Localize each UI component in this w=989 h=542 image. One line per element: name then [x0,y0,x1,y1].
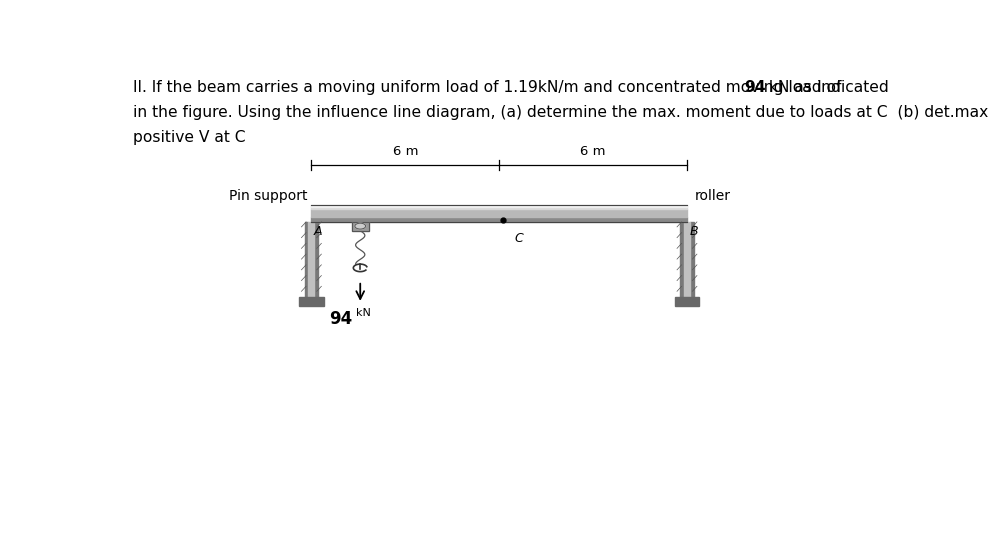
Bar [312,205,687,209]
Bar [312,217,687,222]
Text: Pin support: Pin support [229,189,308,203]
Bar [299,296,323,306]
Bar [309,222,315,296]
Bar [315,222,318,296]
Text: 6 m: 6 m [581,145,606,158]
Bar [312,209,687,217]
Circle shape [355,223,366,229]
Bar [674,296,699,306]
Text: C: C [514,232,523,245]
Text: 94: 94 [744,80,765,95]
Text: roller: roller [694,189,731,203]
Text: kN as indicated: kN as indicated [764,80,889,95]
Bar [312,205,687,207]
Bar [352,222,369,231]
Bar [684,222,690,296]
Text: 6 m: 6 m [393,145,418,158]
Text: II. If the beam carries a moving uniform load of 1.19kN/m and concentrated movin: II. If the beam carries a moving uniform… [133,80,847,95]
Bar [305,222,309,296]
Text: B: B [690,225,698,238]
Bar [690,222,694,296]
Bar [352,222,369,231]
Text: 94: 94 [329,310,352,328]
Text: kN: kN [356,308,371,318]
Bar [680,222,684,296]
Text: positive V at C: positive V at C [133,130,245,145]
Text: in the figure. Using the influence line diagram, (a) determine the max. moment d: in the figure. Using the influence line … [133,105,988,120]
Text: A: A [314,225,322,238]
